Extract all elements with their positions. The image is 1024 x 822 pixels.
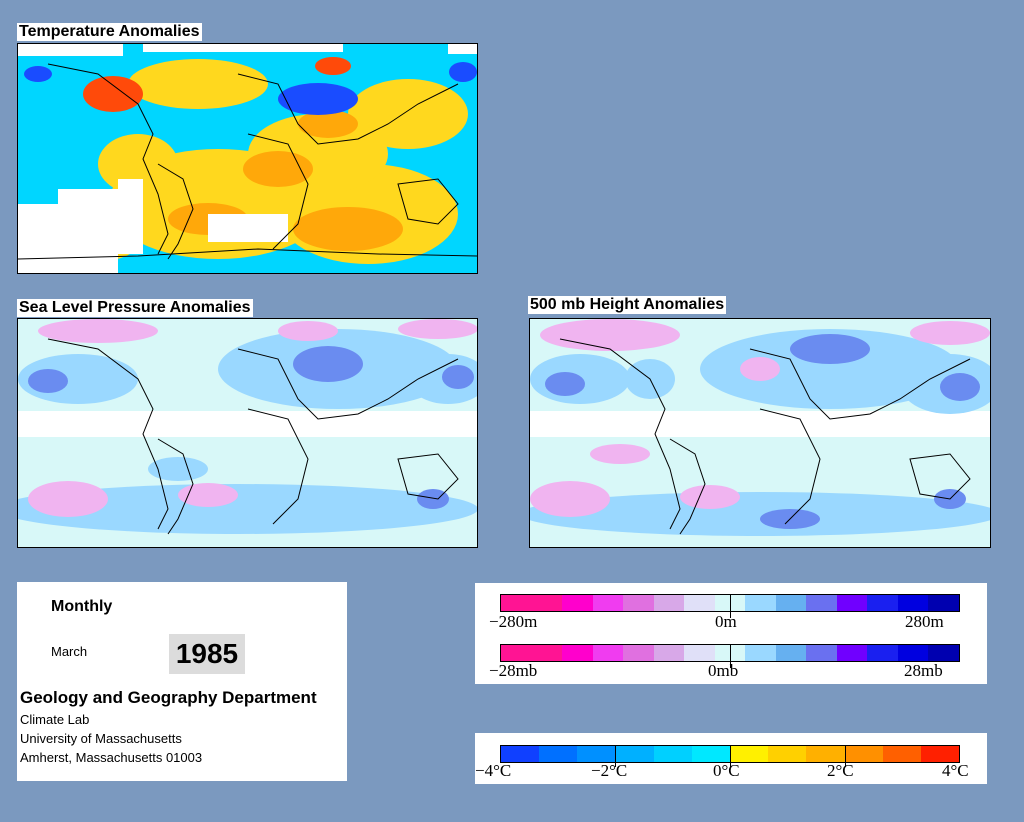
temperature-scale-label: 2°C bbox=[827, 761, 854, 780]
scale-swatch bbox=[844, 746, 883, 762]
height-scale-mid: 0m bbox=[715, 612, 737, 631]
temperature-color-scale bbox=[500, 745, 960, 763]
scale-swatch bbox=[867, 645, 898, 661]
height-pressure-legend: −280m 0m 280m −28mb 0mb 28mb bbox=[475, 583, 987, 684]
scale-swatch bbox=[806, 746, 845, 762]
year-label: 1985 bbox=[169, 634, 245, 674]
scale-swatch bbox=[836, 645, 868, 661]
scale-swatch bbox=[592, 645, 624, 661]
scale-swatch bbox=[592, 595, 624, 611]
scale-tick bbox=[730, 745, 731, 767]
scale-swatch bbox=[928, 645, 959, 661]
height-scale-max: 280m bbox=[905, 612, 944, 631]
scale-swatch bbox=[730, 746, 769, 762]
scale-swatch bbox=[920, 746, 960, 762]
scale-swatch bbox=[615, 746, 654, 762]
scale-swatch bbox=[806, 595, 837, 611]
address-line: Amherst, Massachusetts 01003 bbox=[20, 750, 203, 765]
scale-swatch bbox=[623, 645, 654, 661]
scale-swatch bbox=[768, 746, 807, 762]
scale-swatch bbox=[577, 746, 616, 762]
scale-swatch bbox=[745, 645, 776, 661]
scale-swatch bbox=[562, 595, 593, 611]
scale-swatch bbox=[745, 595, 776, 611]
period-label: Monthly bbox=[51, 598, 113, 615]
scale-swatch bbox=[653, 746, 692, 762]
scale-swatch bbox=[806, 645, 837, 661]
scale-swatch bbox=[714, 645, 746, 661]
temperature-scale-label: 4°C bbox=[942, 761, 969, 780]
address-line: University of Massachusetts bbox=[20, 731, 182, 746]
pressure-scale-min: −28mb bbox=[489, 661, 538, 680]
scale-swatch bbox=[882, 746, 921, 762]
temperature-scale-label: 0°C bbox=[713, 761, 740, 780]
temperature-map-title: Temperature Anomalies bbox=[17, 23, 202, 41]
height500-map-title: 500 mb Height Anomalies bbox=[528, 296, 727, 314]
scale-swatch bbox=[775, 595, 807, 611]
height-scale-min: −280m bbox=[489, 612, 538, 631]
scale-tick bbox=[730, 644, 731, 668]
500mb-height-anomaly-map bbox=[529, 318, 991, 548]
temperature-legend: −4°C −2°C 0°C 2°C 4°C bbox=[475, 733, 987, 784]
scale-swatch bbox=[897, 645, 929, 661]
pressure-scale-max: 28mb bbox=[904, 661, 943, 680]
scale-swatch bbox=[623, 595, 654, 611]
scale-tick bbox=[845, 745, 846, 767]
sea-level-pressure-anomaly-map bbox=[17, 318, 478, 548]
info-panel: Monthly March 1985 Geology and Geography… bbox=[17, 582, 347, 781]
temperature-scale-label: −4°C bbox=[475, 761, 512, 780]
scale-swatch bbox=[501, 595, 532, 611]
scale-swatch bbox=[501, 645, 532, 661]
pressure-scale-mid: 0mb bbox=[708, 661, 739, 680]
scale-tick bbox=[615, 745, 616, 767]
address-line: Climate Lab bbox=[20, 712, 90, 727]
scale-swatch bbox=[531, 645, 563, 661]
department-label: Geology and Geography Department bbox=[20, 688, 317, 707]
temperature-anomaly-map bbox=[17, 43, 478, 274]
scale-swatch bbox=[562, 645, 593, 661]
scale-swatch bbox=[653, 595, 685, 611]
slp-map-title: Sea Level Pressure Anomalies bbox=[17, 299, 253, 317]
scale-swatch bbox=[836, 595, 868, 611]
scale-swatch bbox=[867, 595, 898, 611]
scale-swatch bbox=[539, 746, 578, 762]
scale-swatch bbox=[531, 595, 563, 611]
scale-swatch bbox=[653, 645, 685, 661]
scale-swatch bbox=[928, 595, 959, 611]
scale-swatch bbox=[897, 595, 929, 611]
scale-tick bbox=[730, 594, 731, 618]
month-label: March bbox=[51, 644, 88, 659]
scale-swatch bbox=[775, 645, 807, 661]
temperature-scale-label: −2°C bbox=[591, 761, 628, 780]
scale-swatch bbox=[684, 645, 715, 661]
scale-swatch bbox=[684, 595, 715, 611]
pressure-color-scale bbox=[500, 644, 960, 662]
scale-swatch bbox=[714, 595, 746, 611]
scale-swatch bbox=[691, 746, 731, 762]
scale-swatch bbox=[501, 746, 540, 762]
